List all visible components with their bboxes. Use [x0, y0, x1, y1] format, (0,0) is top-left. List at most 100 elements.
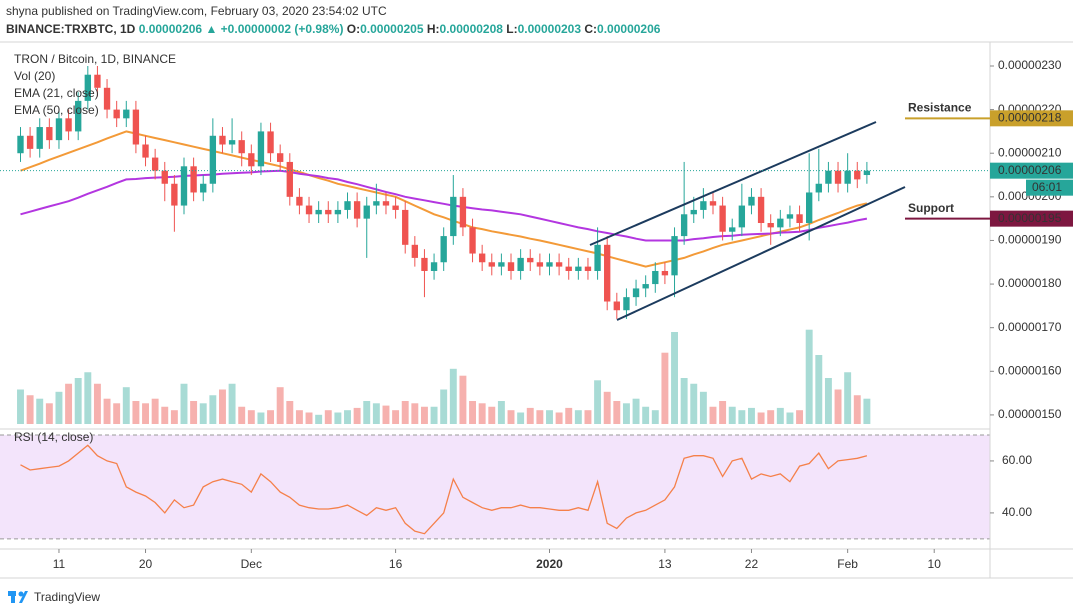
- candle-body: [748, 196, 755, 206]
- channel-upper: [589, 121, 877, 246]
- candle-body: [786, 214, 794, 219]
- ema-line: [20, 169, 868, 242]
- y-tick-label: 0.00000150: [998, 407, 1062, 421]
- volume-bar: [469, 401, 477, 424]
- brand-logo: [8, 591, 28, 603]
- candle-body: [353, 201, 361, 219]
- volume-bar: [757, 412, 765, 424]
- candle-body: [834, 170, 842, 184]
- change: +0.00000002 (+0.98%): [221, 22, 344, 36]
- volume-bar: [680, 378, 688, 424]
- y-tick-label: 0.00000160: [998, 363, 1062, 377]
- volume-bar: [459, 375, 467, 424]
- c-key: C:: [584, 22, 597, 36]
- candle-body: [94, 74, 101, 88]
- volume-bar: [257, 412, 265, 424]
- candle-body: [604, 244, 611, 302]
- volume-bar: [26, 395, 34, 424]
- countdown-box: [1026, 179, 1073, 196]
- volume-bar: [151, 398, 159, 424]
- volume-bar: [55, 391, 63, 424]
- chart-title: TRON / Bitcoin, 1D, BINANCE: [14, 52, 176, 66]
- o-key: O:: [347, 22, 360, 36]
- candle-body: [26, 135, 34, 149]
- volume-bar: [219, 389, 226, 424]
- candle-body: [555, 262, 563, 267]
- volume-bar: [363, 401, 371, 424]
- volume-bar: [142, 403, 149, 424]
- volume-bar: [786, 412, 794, 424]
- candle-body: [219, 135, 226, 145]
- x-tick-label: 11: [53, 557, 66, 571]
- volume-bar: [103, 398, 111, 424]
- rsi-band: [0, 434, 990, 539]
- candle-body: [584, 266, 592, 271]
- volume-bar: [824, 378, 832, 424]
- volume-bar: [507, 410, 515, 424]
- candle-body: [575, 266, 582, 271]
- last-price-label: 0.00000206: [998, 163, 1062, 177]
- volume-bar: [574, 410, 582, 424]
- candle-body: [238, 140, 245, 154]
- volume-bar: [190, 401, 198, 424]
- volume-bar: [93, 383, 101, 424]
- volume-bar: [401, 401, 409, 424]
- volume-bar: [844, 372, 852, 424]
- candle-body: [863, 170, 871, 176]
- annotation-text: Resistance: [908, 100, 972, 114]
- candle-body: [392, 205, 399, 210]
- candle-body: [315, 209, 322, 215]
- candle-body: [161, 170, 168, 184]
- candle-body: [305, 205, 313, 215]
- annotation-value: 0.00000218: [998, 110, 1062, 124]
- candle-body: [488, 262, 495, 267]
- price: 0.00000206: [139, 22, 203, 36]
- volume-bar: [651, 410, 659, 424]
- candle-body: [142, 144, 149, 158]
- candle-body: [421, 257, 428, 271]
- candle-body: [430, 262, 438, 271]
- volume-bar: [555, 412, 563, 424]
- candle-body: [296, 196, 303, 206]
- x-tick-label: 22: [745, 557, 759, 571]
- candle-body: [132, 109, 140, 145]
- volume-bar: [113, 403, 121, 424]
- volume-bar: [488, 406, 496, 424]
- volume-bar: [767, 410, 775, 424]
- candle-body: [709, 201, 717, 206]
- candle-body: [373, 201, 380, 206]
- rsi-line: [20, 444, 868, 535]
- volume-bar: [728, 406, 736, 424]
- annotation-box: [990, 210, 1073, 227]
- y-tick-label: 0.00000180: [998, 276, 1062, 290]
- volume-bar: [776, 407, 784, 424]
- volume-bar: [699, 391, 707, 424]
- volume-bar: [17, 389, 24, 424]
- candle-body: [825, 170, 832, 184]
- candle-body: [738, 205, 746, 228]
- annotation-value: 0.00000195: [998, 211, 1062, 225]
- candle-body: [171, 183, 178, 206]
- candle-body: [806, 192, 813, 224]
- h-value: 0.00000208: [440, 22, 504, 36]
- candle-body: [680, 214, 688, 237]
- candle-body: [642, 284, 649, 289]
- volume-bar: [74, 378, 82, 424]
- volume-bar: [161, 406, 169, 424]
- l-key: L:: [506, 22, 517, 36]
- candle-body: [190, 166, 197, 193]
- candle-body: [652, 270, 659, 285]
- candle-body: [363, 205, 370, 219]
- volume-bar: [565, 407, 573, 424]
- h-key: H:: [427, 22, 440, 36]
- candle-body: [382, 201, 390, 206]
- candle-body: [200, 183, 207, 193]
- x-tick-label: 10: [928, 557, 942, 571]
- x-tick-label: 20: [139, 557, 153, 571]
- volume-bar: [834, 389, 842, 424]
- volume-bar: [546, 410, 553, 424]
- candle-body: [632, 288, 640, 298]
- x-tick-label: 2020: [536, 557, 563, 571]
- candle-body: [661, 270, 669, 276]
- c-value: 0.00000206: [597, 22, 661, 36]
